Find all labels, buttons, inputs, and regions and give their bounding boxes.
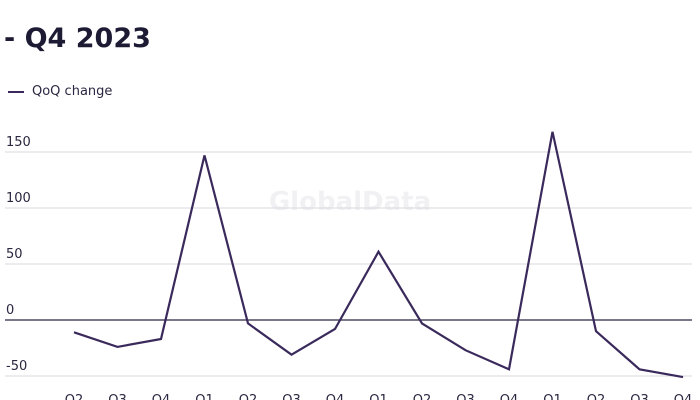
x-tick-label: Q3	[630, 393, 649, 400]
x-tick-label: Q3	[282, 393, 301, 400]
x-tick-label: Q2	[239, 393, 258, 400]
y-tick-label: 0	[6, 303, 14, 318]
y-tick-label: 100	[6, 191, 31, 206]
x-tick-label: Q1	[195, 393, 214, 400]
x-tick-label: Q4	[326, 393, 345, 400]
x-tick-label: Q2	[587, 393, 606, 400]
x-tick-label: Q4	[500, 393, 519, 400]
series-line	[73, 131, 684, 379]
watermark: GlobalData	[269, 187, 431, 217]
chart-title-text: - Q4 2023	[4, 23, 151, 54]
chart-title: - Q4 2023	[4, 0, 694, 56]
x-tick-label: Q3	[456, 393, 475, 400]
y-tick-label: 150	[6, 135, 31, 150]
x-tick-label: Q2	[413, 393, 432, 400]
x-tick-label: Q1	[543, 393, 562, 400]
x-tick-label: Q3	[108, 393, 127, 400]
legend-label: QoQ change	[32, 84, 113, 99]
y-tick-label: 50	[6, 247, 23, 262]
x-tick-label: Q4	[674, 393, 693, 400]
x-tick-label: Q2	[65, 393, 84, 400]
legend: QoQ change	[8, 84, 112, 99]
y-tick-label: -50	[6, 359, 27, 374]
legend-line-swatch	[8, 90, 24, 93]
x-tick-label: Q1	[369, 393, 388, 400]
x-tick-label: Q4	[152, 393, 171, 400]
